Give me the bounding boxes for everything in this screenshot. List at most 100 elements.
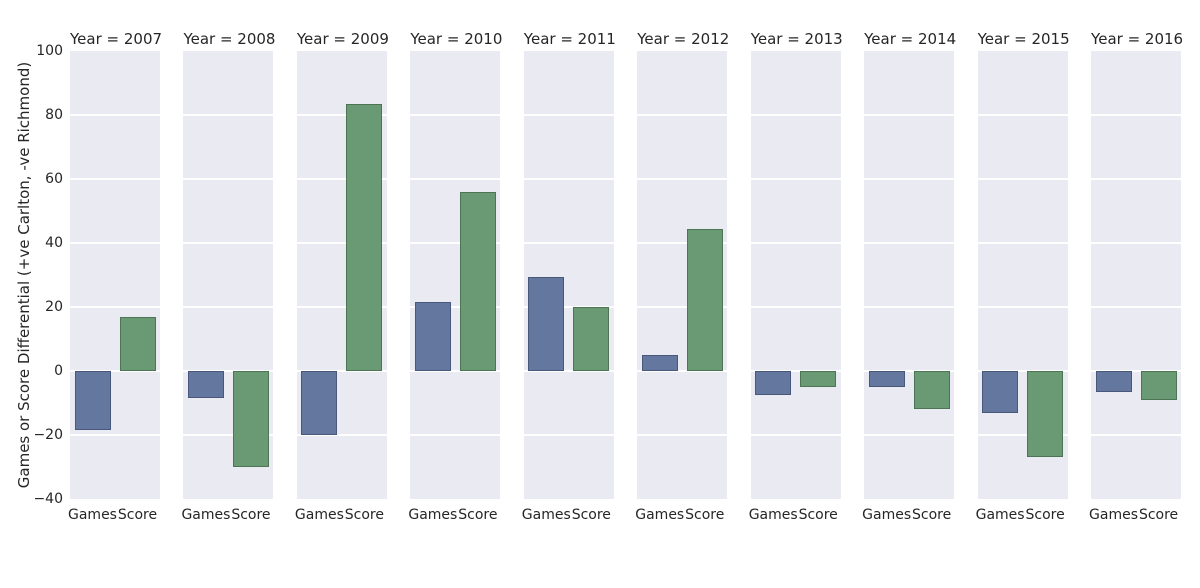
gridline [296,242,387,244]
bar-games-2016 [1095,371,1132,392]
bar-score-2015 [1027,371,1064,458]
bar-games-2011 [528,276,565,371]
gridline [977,242,1068,244]
gridline [70,114,160,116]
gridline [977,306,1068,308]
gridline [70,370,160,372]
gridline [410,114,501,116]
bar-score-2016 [1140,371,1177,400]
gridline [1091,242,1182,244]
x-tick-label-score-2014: Score [912,507,952,523]
gridline [864,114,955,116]
x-tick-label-score-2013: Score [798,507,838,523]
gridline [1091,306,1182,308]
facet-panel-2013 [750,51,841,499]
y-tick-label: 40 [45,235,63,251]
gridline [1091,370,1182,372]
gridline [70,242,160,244]
facet-panel-2008 [183,51,274,499]
y-tick-label: −40 [33,491,63,507]
bar-score-2012 [686,228,723,371]
gridline [70,178,160,180]
facet-panel-2014 [864,51,955,499]
bar-score-2008 [232,371,269,467]
y-tick-label: −20 [33,427,63,443]
gridline [864,434,955,436]
bar-games-2007 [74,371,111,431]
gridline [410,370,501,372]
facet-panel-2016 [1091,51,1182,499]
bar-games-2009 [301,371,338,435]
bar-games-2014 [868,371,905,387]
gridline [523,178,614,180]
facet-panel-2009 [296,51,387,499]
facet-title-2016: Year = 2016 [1091,30,1184,48]
facet-title-2009: Year = 2009 [296,30,389,48]
gridline [750,178,841,180]
gridline [296,370,387,372]
gridline [977,178,1068,180]
bar-score-2010 [459,191,496,371]
facet-title-2011: Year = 2011 [523,30,616,48]
gridline [864,242,955,244]
gridline [864,306,955,308]
bar-score-2009 [346,103,383,371]
gridline [750,242,841,244]
x-tick-label-score-2009: Score [344,507,384,523]
gridline [637,434,728,436]
bar-games-2013 [755,371,792,395]
gridline [296,306,387,308]
x-tick-label-games-2007: Games [68,507,117,523]
x-tick-label-score-2012: Score [685,507,725,523]
x-tick-label-score-2016: Score [1138,507,1179,523]
x-tick-label-score-2007: Score [117,507,158,523]
x-tick-label-score-2011: Score [571,507,611,523]
gridline [70,306,160,308]
facet-title-2014: Year = 2014 [864,30,957,48]
facet-title-2007: Year = 2007 [70,30,163,48]
x-tick-label-games-2009: Games [294,507,344,523]
facet-title-2012: Year = 2012 [637,30,730,48]
gridline [1091,178,1182,180]
gridline [296,178,387,180]
bar-score-2007 [119,316,156,371]
bar-games-2010 [414,302,451,371]
gridline [1091,434,1182,436]
x-tick-label-games-2008: Games [181,507,231,523]
gridline [183,434,274,436]
gridline [637,114,728,116]
gridline [183,242,274,244]
x-tick-label-games-2010: Games [408,507,458,523]
y-tick-label: 60 [45,171,63,187]
bar-score-2014 [913,371,950,410]
x-tick-label-games-2015: Games [975,507,1025,523]
facet-title-2010: Year = 2010 [410,30,503,48]
gridline [523,434,614,436]
facet-panel-2012 [637,51,728,499]
facet-title-2015: Year = 2015 [977,30,1070,48]
gridline [410,306,501,308]
gridline [864,370,955,372]
gridline [296,434,387,436]
y-tick-label: 20 [45,299,63,315]
gridline [296,114,387,116]
x-tick-label-score-2015: Score [1025,507,1065,523]
x-tick-label-games-2012: Games [635,507,685,523]
gridline [750,114,841,116]
gridline [523,306,614,308]
gridline [977,114,1068,116]
gridline [183,306,274,308]
facet-panel-2011 [523,51,614,499]
gridline [410,178,501,180]
x-tick-label-games-2013: Games [748,507,798,523]
gridline [637,242,728,244]
bar-score-2013 [800,371,837,387]
gridline [523,370,614,372]
gridline [70,434,160,436]
gridline [977,434,1068,436]
gridline [410,434,501,436]
gridline [750,306,841,308]
x-tick-label-games-2016: Games [1089,507,1139,523]
y-tick-label: 100 [36,43,63,59]
